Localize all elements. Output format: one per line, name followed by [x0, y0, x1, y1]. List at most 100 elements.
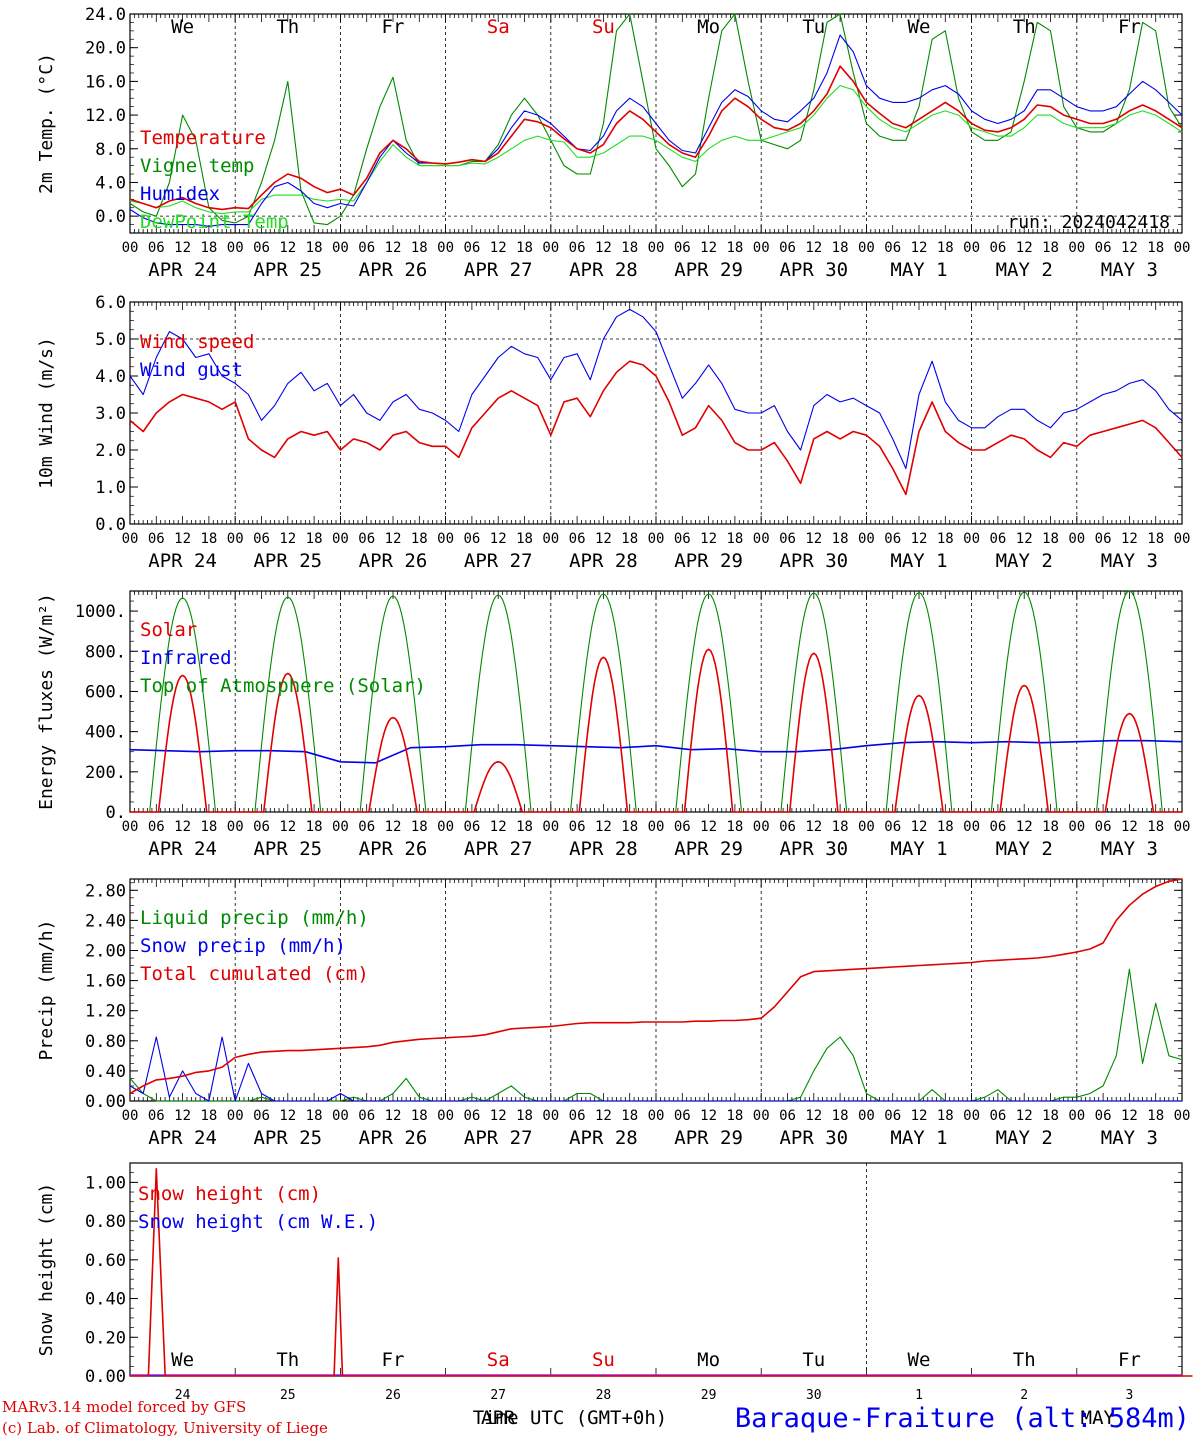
hour-tick-label: 06 — [779, 819, 796, 835]
date-label: APR 28 — [569, 838, 638, 860]
series-line-solar — [130, 648, 1182, 813]
weekday-label: Tu — [802, 1349, 825, 1371]
hour-tick-label: 12 — [700, 819, 717, 835]
legend-entry: Wind gust — [140, 359, 243, 381]
y-tick-label: 5.0 — [95, 330, 126, 350]
date-label: APR 28 — [569, 1127, 638, 1149]
weekday-label: Th — [276, 1349, 299, 1371]
date-label: APR 26 — [359, 838, 428, 860]
y-tick-label: 1.0 — [95, 478, 126, 498]
series-line-total — [129, 878, 1183, 1095]
hour-tick-label: 06 — [884, 1108, 901, 1124]
hour-tick-label: 12 — [385, 240, 402, 256]
day-number-label: 24 — [175, 1388, 191, 1403]
hour-tick-label: 06 — [1095, 531, 1112, 547]
hour-tick-label: 18 — [832, 1108, 849, 1124]
hour-tick-label: 06 — [463, 1108, 480, 1124]
day-number-label: 30 — [806, 1388, 822, 1403]
series-line-wind-gust — [129, 308, 1183, 470]
day-number-label: 25 — [280, 1388, 296, 1403]
hour-tick-label: 06 — [989, 1108, 1006, 1124]
weekday-label: Su — [592, 16, 615, 38]
hour-tick-label: 06 — [463, 819, 480, 835]
hour-tick-label: 18 — [200, 819, 217, 835]
date-label: APR 26 — [359, 550, 428, 572]
hour-tick-label: 12 — [805, 1108, 822, 1124]
hour-tick-label: 12 — [1121, 819, 1138, 835]
hour-tick-label: 12 — [805, 819, 822, 835]
hour-tick-label: 06 — [884, 240, 901, 256]
hour-tick-label: 00 — [648, 531, 665, 547]
hour-tick-label: 12 — [805, 240, 822, 256]
credit-line-2: (c) Lab. of Climatology, University of L… — [2, 1419, 328, 1437]
hour-tick-label: 00 — [542, 819, 559, 835]
hour-tick-label: 12 — [385, 819, 402, 835]
hour-tick-label: 06 — [1095, 240, 1112, 256]
series-line-vigne-temp — [129, 13, 1183, 226]
hour-tick-label: 18 — [1147, 531, 1164, 547]
date-label: MAY 3 — [1101, 259, 1158, 281]
hour-tick-label: 00 — [963, 819, 980, 835]
hour-tick-label: 06 — [779, 240, 796, 256]
hour-tick-label: 12 — [911, 240, 928, 256]
date-label: APR 30 — [779, 550, 848, 572]
series-line-dewpoint-temp — [129, 85, 1183, 215]
hour-tick-label: 12 — [911, 819, 928, 835]
hour-tick-label: 18 — [621, 531, 638, 547]
hour-tick-label: 06 — [358, 240, 375, 256]
station-label: Baraque-Fraiture (alt: 584m) — [735, 1403, 1190, 1434]
weekday-label: Mo — [697, 16, 720, 38]
legend-entry: Total cumulated (cm) — [140, 963, 369, 985]
date-label: APR 24 — [148, 259, 217, 281]
y-tick-label: 0. — [106, 803, 126, 823]
y-axis-label: 10m Wind (m/s) — [36, 337, 57, 489]
hour-tick-label: 18 — [1042, 1108, 1059, 1124]
snow-panel: 0.00 0.20 0.40 0.60 0.80 1.00 Snow height (cm)… — [36, 1162, 1193, 1434]
hour-tick-label: 00 — [542, 1108, 559, 1124]
weekday-label: Fr — [382, 1349, 405, 1371]
hour-tick-label: 00 — [1068, 240, 1085, 256]
date-label: APR 27 — [464, 259, 533, 281]
hour-tick-label: 18 — [1042, 819, 1059, 835]
hour-tick-label: 12 — [490, 819, 507, 835]
hour-tick-label: 06 — [569, 1108, 586, 1124]
hour-tick-label: 12 — [1121, 240, 1138, 256]
hour-tick-label: 12 — [174, 240, 191, 256]
hour-tick-label: 12 — [490, 240, 507, 256]
weekday-label: We — [908, 1349, 931, 1371]
precip-panel: 0.00 0.40 0.80 1.20 1.60 2.00 2.40 2.80 Precip (… — [36, 878, 1191, 1149]
hour-tick-label: 00 — [1174, 1108, 1191, 1124]
date-label: MAY 3 — [1101, 1127, 1158, 1149]
hour-tick-label: 00 — [227, 819, 244, 835]
date-label: APR 28 — [569, 550, 638, 572]
date-label: MAY 1 — [890, 1127, 947, 1149]
y-tick-label: 1.00 — [85, 1173, 126, 1193]
y-tick-label: 800. — [85, 642, 126, 662]
hour-tick-label: 18 — [726, 531, 743, 547]
hour-tick-label: 00 — [753, 240, 770, 256]
month-label: APR — [481, 1407, 516, 1429]
legend-entry: DewPoint Temp — [140, 211, 289, 233]
date-label: APR 29 — [674, 259, 743, 281]
y-tick-label: 1.60 — [85, 972, 126, 992]
hour-tick-label: 00 — [1068, 1108, 1085, 1124]
date-label: APR 30 — [779, 1127, 848, 1149]
y-axis-label: Precip (mm/h) — [36, 920, 57, 1061]
date-label: MAY 3 — [1101, 838, 1158, 860]
hour-tick-label: 00 — [1068, 531, 1085, 547]
y-tick-label: 2.00 — [85, 941, 126, 961]
date-label: APR 25 — [253, 1127, 322, 1149]
date-label: APR 28 — [569, 259, 638, 281]
hour-tick-label: 06 — [358, 819, 375, 835]
hour-tick-label: 00 — [227, 1108, 244, 1124]
hour-tick-label: 18 — [306, 531, 323, 547]
y-tick-label: 6.0 — [95, 293, 126, 313]
hour-tick-label: 18 — [200, 531, 217, 547]
hour-tick-label: 18 — [516, 531, 533, 547]
hour-tick-label: 00 — [437, 240, 454, 256]
hour-tick-label: 00 — [122, 1108, 139, 1124]
hour-tick-label: 18 — [516, 1108, 533, 1124]
hour-tick-label: 12 — [490, 531, 507, 547]
y-tick-label: 400. — [85, 723, 126, 743]
hour-tick-label: 12 — [595, 1108, 612, 1124]
